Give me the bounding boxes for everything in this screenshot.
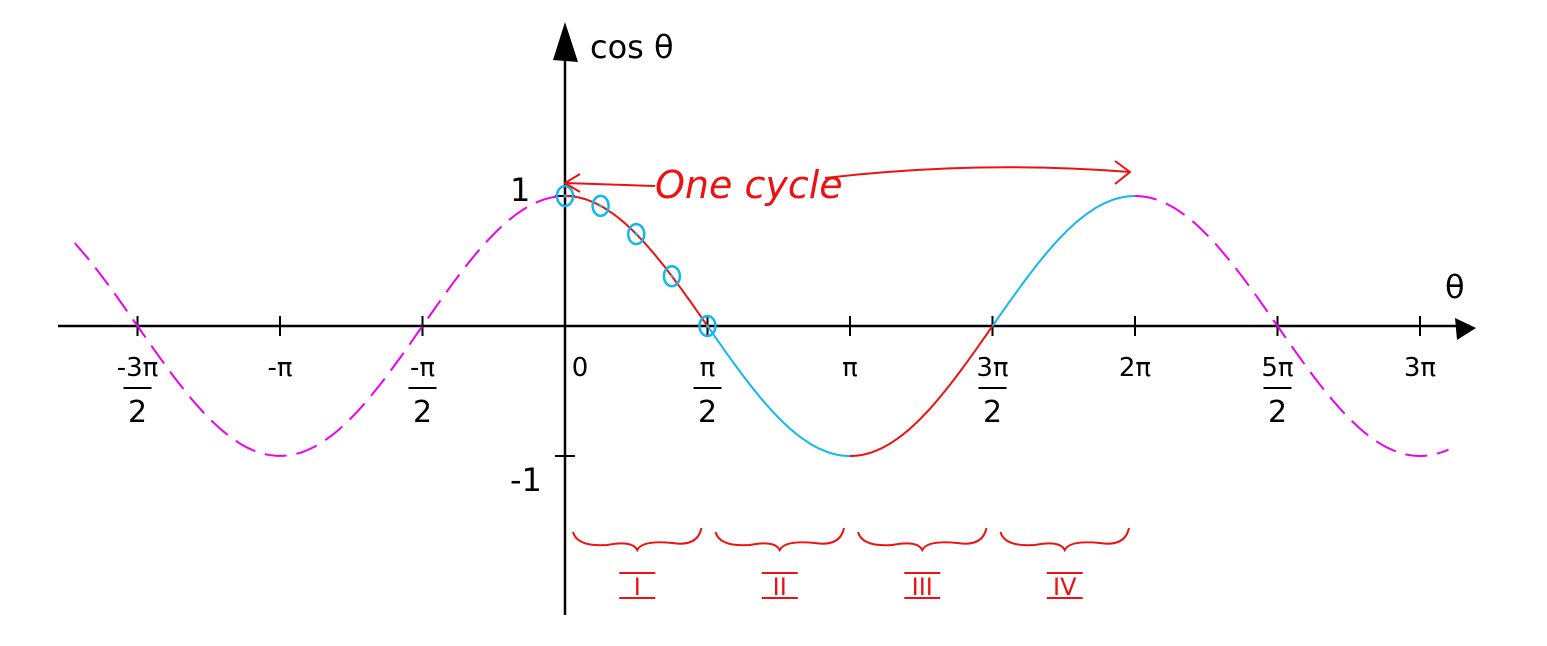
marked-point: [627, 222, 646, 246]
curve-quadrant-I: [565, 195, 709, 327]
curve-cos-extension-left: [74, 195, 566, 457]
x-tick-label: -π: [267, 353, 292, 383]
cycle-arrow-right: [824, 166, 1131, 179]
x-tick-label: π: [700, 353, 716, 383]
arrowhead-right-icon: [1114, 160, 1132, 185]
quadrant-brace: [572, 527, 703, 553]
x-tick-label: 0: [572, 353, 589, 383]
marked-point: [698, 314, 717, 338]
marked-point-dot: [706, 324, 709, 328]
marked-point-dot: [563, 194, 567, 198]
marked-point-dot: [634, 232, 638, 236]
quadrant-label: II: [773, 573, 787, 601]
quadrant-label: IV: [1053, 573, 1077, 601]
x-tick-label: 5π: [1261, 353, 1293, 383]
marked-point: [662, 265, 682, 288]
cycle-arrow-left: [564, 182, 656, 187]
curve-cos-extension-right: [1134, 195, 1449, 458]
x-tick-denominator: 2: [1268, 395, 1287, 430]
quadrant-brace: [857, 527, 988, 553]
quadrant-brace: [999, 527, 1130, 553]
y-axis-label: cos θ: [590, 28, 674, 66]
marked-point-dot: [599, 204, 603, 208]
marked-point: [591, 194, 610, 218]
marked-point-dot: [670, 274, 674, 278]
x-tick-label: 2π: [1119, 353, 1151, 383]
y-axis-arrow-icon: [553, 22, 578, 62]
x-tick-denominator: 2: [413, 395, 432, 430]
x-tick-denominator: 2: [128, 395, 147, 430]
x-tick-label: 3π: [976, 353, 1008, 383]
x-axis-arrow-icon: [1455, 318, 1476, 340]
curve-quadrant-III: [850, 325, 994, 457]
curve-quadrant-II: [706, 325, 850, 457]
x-tick-label: π: [842, 353, 858, 383]
arrowhead-left-icon: [563, 173, 581, 193]
x-tick-denominator: 2: [983, 395, 1002, 430]
curve-quadrant-IV: [991, 195, 1135, 327]
cycle-label: One cycle: [655, 163, 843, 207]
quadrant-label: I: [634, 573, 641, 601]
quadrant-brace: [714, 527, 845, 553]
y-tick-label: -1: [510, 461, 542, 499]
x-tick-label: -3π: [117, 353, 159, 383]
axes: cos θ θ: [58, 22, 1476, 615]
y-tick-label: 1: [510, 171, 530, 209]
x-tick-denominator: 2: [698, 395, 717, 430]
x-tick-label: 3π: [1404, 353, 1436, 383]
marked-point: [555, 184, 575, 208]
x-axis-label: θ: [1445, 268, 1465, 306]
x-tick-label: -π: [410, 353, 435, 383]
quadrant-label: III: [912, 573, 933, 601]
